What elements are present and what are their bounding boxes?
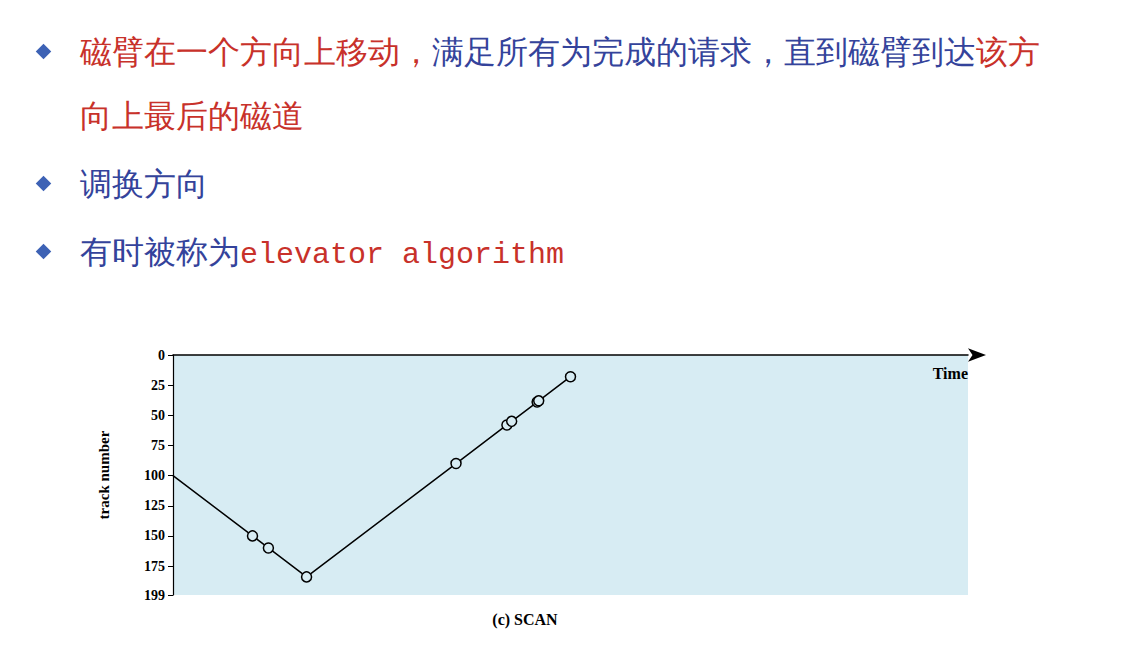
svg-text:(c) SCAN: (c) SCAN [492, 611, 558, 629]
svg-text:175: 175 [144, 559, 165, 574]
svg-text:track number: track number [96, 430, 112, 519]
svg-text:150: 150 [144, 528, 165, 543]
svg-text:0: 0 [158, 348, 165, 363]
html-text:磁臂在一个方向上移动，满足所有为完成的请求，直到磁臂到达该方: 磁臂在一个方向上移动，满足所有为完成的请求，直到磁臂到达该方向上最后的磁道 [80, 33, 1040, 135]
html-text:调换方向: 调换方向 [80, 165, 208, 203]
html-text:有时被称为elevator algorithm: 有时被称为elevator algorithm [80, 233, 565, 272]
svg-text:125: 125 [144, 498, 165, 513]
svg-text:75: 75 [151, 438, 165, 453]
svg-text:199: 199 [144, 588, 165, 603]
svg-text:25: 25 [151, 378, 165, 393]
svg-text:Time: Time [933, 365, 968, 382]
svg-text:50: 50 [151, 408, 165, 423]
svg-text:100: 100 [144, 468, 165, 483]
